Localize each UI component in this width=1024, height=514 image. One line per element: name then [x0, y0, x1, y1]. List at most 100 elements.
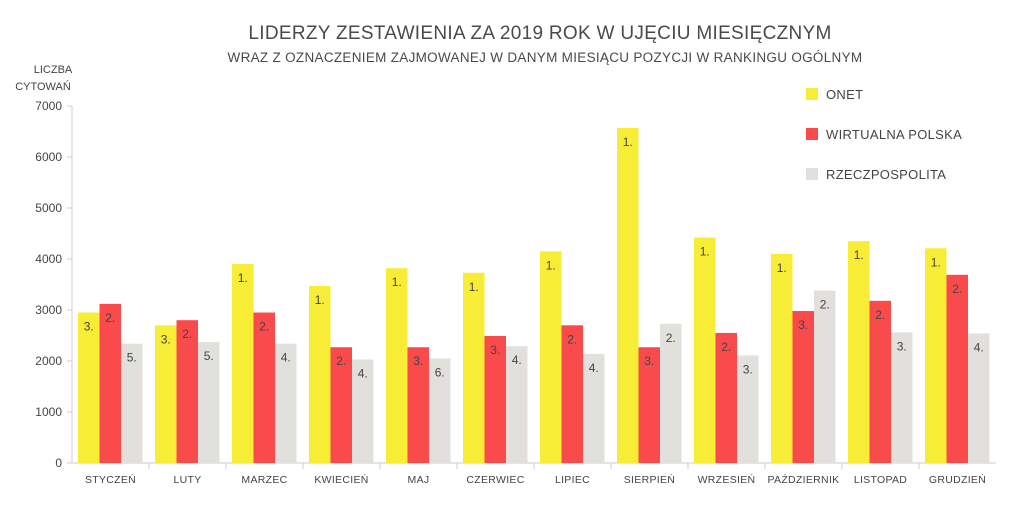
bar-rank-label: 2.: [875, 308, 885, 322]
bar-rzeczpospolita: [352, 359, 374, 463]
y-axis-label-line-1: LICZBA: [34, 64, 73, 76]
bar-rank-label: 3.: [644, 354, 654, 368]
bar-wirtualna-polska: [484, 336, 506, 463]
x-tick-label: WRZESIEŃ: [698, 473, 756, 486]
bar-rank-label: 3.: [897, 339, 907, 353]
bar-wirtualna-polska: [253, 312, 275, 463]
bar-rank-label: 2.: [567, 332, 577, 346]
legend-label: WIRTUALNA POLSKA: [826, 127, 962, 142]
legend: ONET WIRTUALNA POLSKA RZECZPOSPOLITA: [806, 87, 962, 182]
bar-rzeczpospolita: [429, 358, 451, 463]
x-tick-label: PAŹDZIERNIK: [768, 473, 840, 486]
bar-rzeczpospolita: [660, 323, 682, 463]
bar-rank-label: 2.: [259, 320, 269, 334]
bar-onet: [540, 251, 562, 463]
y-ticks: 0 1000 2000 3000 4000 5000 6000 7000: [35, 99, 72, 470]
bar-rzeczpospolita: [121, 343, 143, 463]
bar-rank-label: 2.: [952, 282, 962, 296]
x-tick-label: LISTOPAD: [854, 474, 907, 486]
x-tick-label: CZERWIEC: [466, 474, 524, 486]
bar-rzeczpospolita: [968, 333, 990, 463]
x-ticks: STYCZEŃ LUTY MARZEC KWIECIEŃ MAJ CZERWIEC LIPI…: [85, 463, 986, 486]
y-axis-label-line-2: CYTOWAŃ: [15, 80, 71, 93]
bar-rank-label: 2.: [182, 327, 192, 341]
bar-onet: [78, 312, 100, 463]
bar-rank-label: 4.: [358, 366, 368, 380]
bar-wirtualna-polska: [946, 274, 968, 463]
y-tick-label: 5000: [35, 201, 62, 215]
bar-onet: [848, 241, 870, 463]
legend-swatch: [806, 168, 818, 180]
x-tick-label: MARZEC: [241, 474, 287, 486]
bar-rank-label: 3.: [743, 362, 753, 376]
bar-rzeczpospolita: [737, 355, 759, 463]
bar-rank-label: 1.: [931, 255, 941, 269]
x-tick-label: MAJ: [408, 474, 430, 486]
x-tick-label: LUTY: [173, 474, 201, 486]
chart-subtitle: WRAZ Z OZNACZENIEM ZAJMOWANEJ W DANYM MI…: [228, 50, 863, 65]
legend-swatch: [806, 88, 818, 100]
bar-rank-label: 3.: [798, 318, 808, 332]
x-tick-label: GRUDZIEŃ: [929, 473, 986, 486]
x-tick-label: STYCZEŃ: [85, 473, 136, 486]
legend-swatch: [806, 128, 818, 140]
bar-rank-label: 1.: [623, 135, 633, 149]
legend-label: ONET: [826, 87, 863, 102]
bar-rzeczpospolita: [583, 353, 605, 463]
bar-onet: [309, 286, 331, 463]
bar-onet: [232, 264, 254, 463]
x-tick-label: KWIECIEŃ: [314, 473, 368, 486]
bar-rank-label: 2.: [336, 354, 346, 368]
bar-rank-label: 1.: [315, 293, 325, 307]
bar-rank-label: 3.: [490, 343, 500, 357]
bar-rank-label: 4.: [589, 361, 599, 375]
y-tick-label: 0: [55, 456, 62, 470]
y-tick-label: 6000: [35, 150, 62, 164]
bar-rzeczpospolita: [198, 342, 220, 463]
bar-wirtualna-polska: [715, 332, 737, 463]
bar-rank-label: 3.: [84, 320, 94, 334]
bar-rank-label: 1.: [700, 245, 710, 259]
bar-rank-label: 1.: [546, 258, 556, 272]
bar-rank-label: 5.: [204, 349, 214, 363]
bar-onet: [694, 237, 716, 463]
bar-rzeczpospolita: [814, 290, 836, 463]
bar-rank-label: 2.: [820, 298, 830, 312]
bar-rank-label: 3.: [161, 332, 171, 346]
bar-onet: [386, 268, 408, 463]
bar-rank-label: 2.: [666, 331, 676, 345]
bar-rank-label: 1.: [777, 261, 787, 275]
y-tick-label: 1000: [35, 405, 62, 419]
bar-wirtualna-polska: [176, 320, 198, 463]
bar-rank-label: 1.: [392, 275, 402, 289]
bar-onet: [155, 325, 177, 463]
bars: 3. 3. 1. 1. 1. 1. 1. 1. 1. 1. 1. 1. 2. 2. 2. 2. 3. 3. 2. 3.…: [78, 127, 990, 464]
bar-rank-label: 2.: [721, 340, 731, 354]
bar-rank-label: 6.: [435, 365, 445, 379]
bar-rzeczpospolita: [506, 346, 528, 463]
y-tick-label: 7000: [35, 99, 62, 113]
x-tick-label: SIERPIEŃ: [624, 473, 675, 486]
bar-rank-label: 1.: [238, 271, 248, 285]
chart-title: LIDERZY ZESTAWIENIA ZA 2019 ROK W UJĘCIU…: [248, 23, 831, 44]
bar-wirtualna-polska: [407, 347, 429, 463]
y-tick-label: 3000: [35, 303, 62, 317]
y-tick-label: 4000: [35, 252, 62, 266]
bar-wirtualna-polska: [330, 347, 352, 463]
bar-onet: [925, 248, 947, 463]
bar-rzeczpospolita: [275, 343, 297, 463]
y-tick-label: 2000: [35, 354, 62, 368]
bar-rank-label: 3.: [413, 354, 423, 368]
legend-label: RZECZPOSPOLITA: [826, 167, 946, 182]
bar-onet: [617, 127, 639, 464]
bar-wirtualna-polska: [792, 311, 814, 463]
bar-wirtualna-polska: [99, 303, 121, 463]
bar-rank-label: 1.: [854, 248, 864, 262]
bar-wirtualna-polska: [561, 325, 583, 463]
bar-rank-label: 4.: [974, 340, 984, 354]
bar-onet: [463, 272, 485, 463]
bar-rank-label: 4.: [281, 351, 291, 365]
bar-rank-label: 5.: [127, 351, 137, 365]
x-tick-label: LIPIEC: [555, 474, 590, 486]
bar-rank-label: 2.: [105, 311, 115, 325]
